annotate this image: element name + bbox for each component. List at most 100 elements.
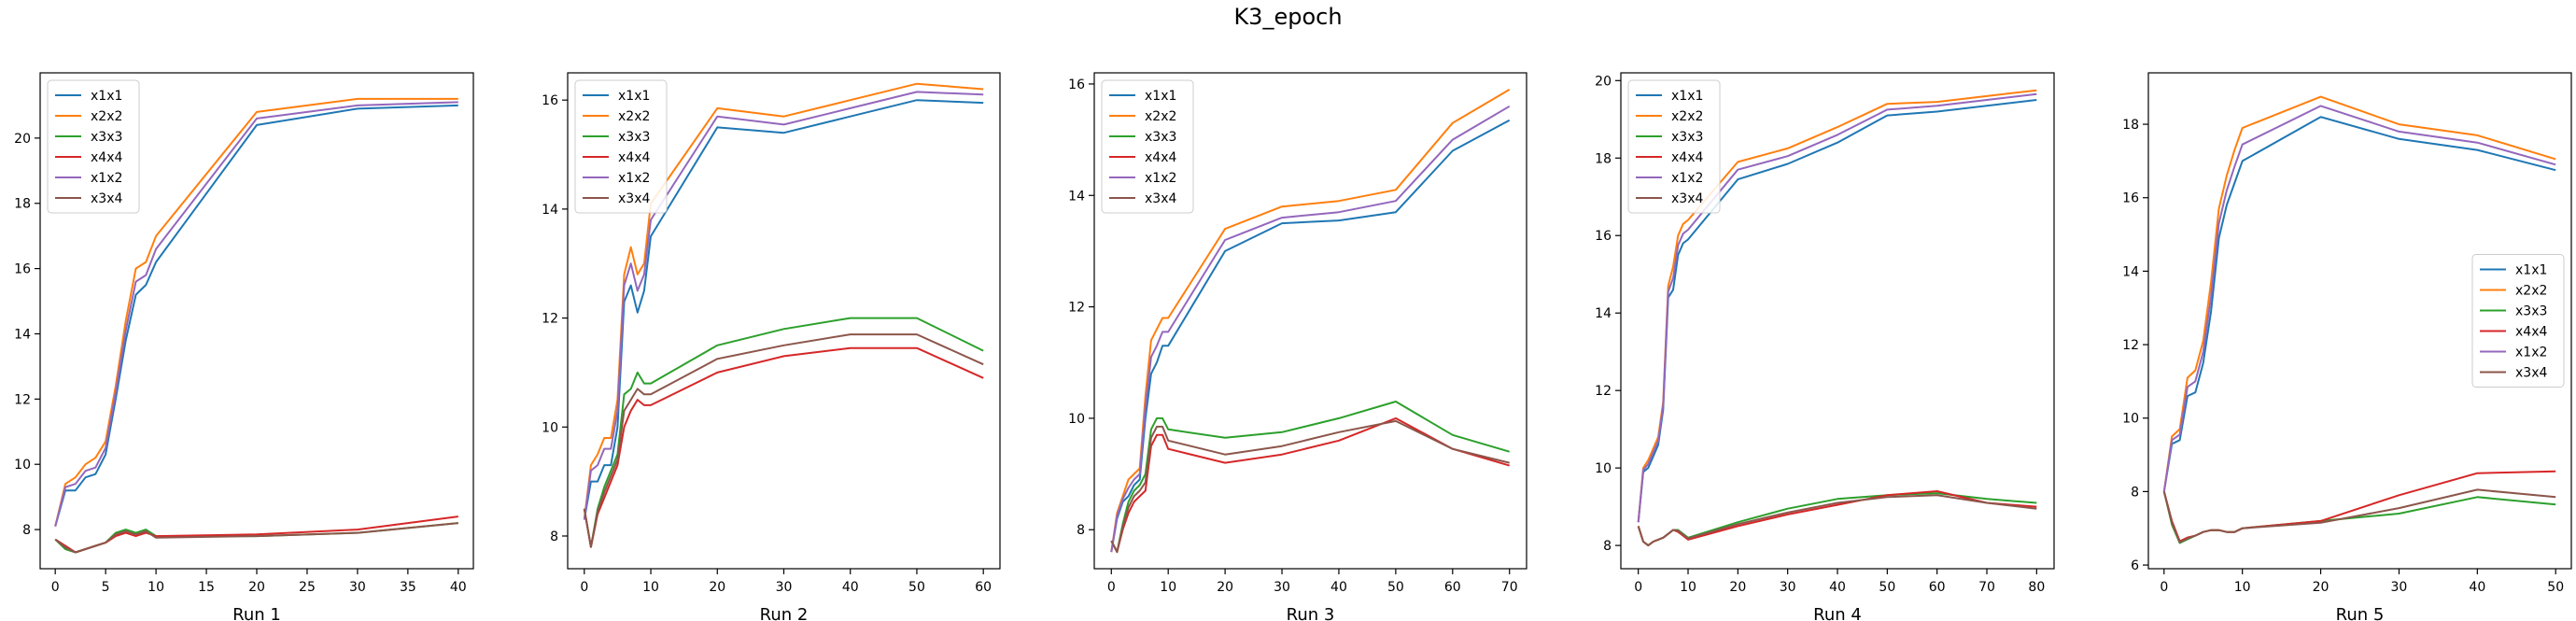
legend-label-x1x1: x1x1 xyxy=(618,89,650,104)
axes-frame xyxy=(2147,72,2572,570)
x-axis-label: Run 3 xyxy=(1287,605,1335,621)
x-tick-label: 10 xyxy=(642,580,659,595)
x-tick-label: 40 xyxy=(1829,580,1846,595)
figure-title: K3_epoch xyxy=(1233,4,1343,30)
x-tick-label: 20 xyxy=(1729,580,1746,595)
y-tick-label: 10 xyxy=(1595,461,1612,476)
legend-label-x3x3: x3x3 xyxy=(91,130,122,145)
x-tick-label: 0 xyxy=(1634,580,1642,595)
legend-label-x3x3: x3x3 xyxy=(1671,130,1703,145)
series-line-x2x2 xyxy=(1637,89,2037,523)
legend-frame xyxy=(1627,79,1721,214)
series-line-x1x1 xyxy=(583,99,984,520)
x-tick-label: 0 xyxy=(580,580,588,595)
series-line-x3x4 xyxy=(54,522,458,554)
legend-label-x2x2: x2x2 xyxy=(1145,109,1176,124)
axes-frame xyxy=(1093,72,1527,570)
x-tick-label: 0 xyxy=(2160,580,2168,595)
x-tick-label: 10 xyxy=(1160,580,1176,595)
x-tick-label: 10 xyxy=(148,580,164,595)
x-tick-label: 10 xyxy=(1680,580,1696,595)
subplot-5: 0 10 20 30 40 50 6 8 10 12 14 16 18 Run 5 x1x1 x2x2 x3x3… xyxy=(2122,72,2572,621)
x-tick-label: 60 xyxy=(975,580,992,595)
y-tick-label: 12 xyxy=(1595,384,1612,399)
y-tick-label: 20 xyxy=(1595,74,1612,89)
y-tick-label: 16 xyxy=(1595,229,1612,244)
x-tick-label: 20 xyxy=(248,580,265,595)
series-line-x1x2 xyxy=(2162,105,2556,492)
legend-label-x3x4: x3x4 xyxy=(2515,366,2547,381)
x-tick-label: 40 xyxy=(2469,580,2485,595)
legend-label-x3x3: x3x3 xyxy=(618,130,650,145)
series-line-x3x3 xyxy=(2162,491,2556,544)
y-tick-label: 8 xyxy=(1077,523,1085,538)
x-tick-label: 30 xyxy=(1780,580,1796,595)
legend-label-x3x3: x3x3 xyxy=(1145,130,1176,145)
y-tick-label: 10 xyxy=(1068,412,1085,427)
series-line-x2x2 xyxy=(54,97,458,527)
y-tick-label: 12 xyxy=(1068,301,1085,316)
legend-frame xyxy=(574,79,668,214)
x-tick-label: 70 xyxy=(1501,580,1518,595)
x-tick-label: 30 xyxy=(1274,580,1290,595)
legend-label-x4x4: x4x4 xyxy=(1671,150,1703,165)
legend-frame xyxy=(2471,254,2565,388)
legend-label-x3x4: x3x4 xyxy=(1671,191,1703,206)
legend-label-x3x4: x3x4 xyxy=(91,191,122,206)
x-tick-label: 60 xyxy=(1929,580,1946,595)
series-line-x2x2 xyxy=(583,82,984,520)
x-tick-label: 25 xyxy=(299,580,316,595)
legend-label-x1x1: x1x1 xyxy=(1145,89,1176,104)
series-line-x1x2 xyxy=(54,101,458,527)
y-tick-label: 14 xyxy=(542,203,558,218)
y-tick-label: 8 xyxy=(550,529,558,544)
series-line-x1x1 xyxy=(2162,116,2556,492)
series-line-x3x3 xyxy=(583,317,984,548)
legend: x1x1 x2x2 x3x3 x4x4 x1x2 x3x4 xyxy=(1101,79,1194,214)
y-tick-label: 16 xyxy=(14,262,31,277)
x-tick-label: 10 xyxy=(2234,580,2251,595)
legend-label-x2x2: x2x2 xyxy=(2515,284,2547,299)
x-tick-label: 40 xyxy=(450,580,467,595)
y-tick-label: 14 xyxy=(1068,189,1085,204)
x-axis-label: Run 1 xyxy=(232,605,281,621)
legend-frame xyxy=(1101,79,1194,214)
series-line-x3x4 xyxy=(583,333,984,548)
series-line-x3x3 xyxy=(54,522,458,554)
series-line-x2x2 xyxy=(1110,89,1511,553)
series-line-x1x2 xyxy=(583,91,984,520)
y-tick-label: 14 xyxy=(14,327,31,342)
legend: x1x1 x2x2 x3x3 x4x4 x1x2 x3x4 xyxy=(1627,79,1721,214)
y-tick-label: 18 xyxy=(2122,118,2139,133)
x-tick-label: 15 xyxy=(198,580,215,595)
series-line-x3x4 xyxy=(1637,494,2037,547)
series-line-x1x2 xyxy=(1110,105,1511,553)
x-axis-label: Run 4 xyxy=(1813,605,1862,621)
x-axis-label: Run 2 xyxy=(760,605,809,621)
x-tick-label: 35 xyxy=(400,580,416,595)
legend-frame xyxy=(47,79,140,214)
series-line-x4x4 xyxy=(1110,416,1510,554)
legend: x1x1 x2x2 x3x3 x4x4 x1x2 x3x4 xyxy=(574,79,668,214)
x-tick-label: 20 xyxy=(709,580,725,595)
legend-label-x3x4: x3x4 xyxy=(618,191,650,206)
x-tick-label: 5 xyxy=(102,580,110,595)
subplot-3: 0 10 20 30 40 50 60 70 8 10 12 14 16 Run 3 x1x1 x2x2 x3x… xyxy=(1068,72,1527,621)
legend-label-x1x1: x1x1 xyxy=(91,89,122,104)
series-line-x1x2 xyxy=(1637,92,2037,523)
legend-label-x3x3: x3x3 xyxy=(2515,304,2547,319)
legend-label-x1x2: x1x2 xyxy=(618,171,650,186)
legend-label-x4x4: x4x4 xyxy=(2515,325,2547,340)
series-line-x1x1 xyxy=(1110,119,1511,553)
y-tick-label: 12 xyxy=(2122,338,2139,353)
x-tick-label: 50 xyxy=(2547,580,2564,595)
y-tick-label: 16 xyxy=(1068,78,1085,92)
series-line-x4x4 xyxy=(583,346,984,548)
y-tick-label: 18 xyxy=(1595,151,1612,166)
subplot-1: 0 5 10 15 20 25 30 35 40 8 10 12 14 16 18 20 Run 1 x1x1 x2… xyxy=(14,72,474,621)
legend-label-x1x1: x1x1 xyxy=(2515,263,2547,278)
legend: x1x1 x2x2 x3x3 x4x4 x1x2 x3x4 xyxy=(2471,254,2565,388)
y-tick-label: 20 xyxy=(14,132,31,147)
